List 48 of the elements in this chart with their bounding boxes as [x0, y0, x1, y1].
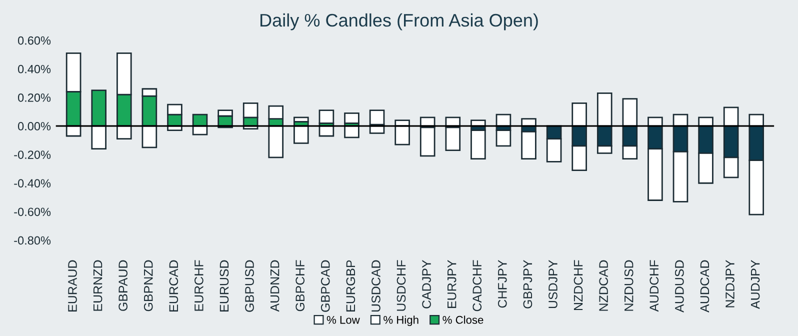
x-tick-label: EURCAD [169, 260, 178, 312]
bar [496, 130, 512, 147]
x-tick-label: NZDUSD [624, 260, 634, 311]
x-tick-label: NZDCHF [574, 260, 583, 310]
x-tick-label: GBPNZD [144, 260, 153, 312]
y-tick-label: -0.60% [14, 208, 51, 216]
x-tick-label: AUDNZD [270, 260, 280, 312]
x-tick-label: CADCHF [472, 260, 482, 312]
bar [344, 125, 360, 138]
y-tick-label: -0.40% [14, 179, 51, 188]
legend-label: % High [384, 316, 418, 326]
bar [470, 130, 486, 160]
y-tick-label: 0.20% [18, 93, 51, 102]
x-tick-label: GBPUSD [245, 260, 254, 312]
x-tick-label: USDJPY [548, 260, 558, 308]
x-tick-label: EURJPY [448, 260, 456, 308]
x-tick-label: EURNZD [93, 260, 102, 311]
y-tick-label: 0.60% [18, 36, 51, 45]
x-tick-label: GBPCAD [320, 260, 330, 312]
legend-label: % Close [442, 316, 484, 324]
y-tick-label: 0.00% [18, 122, 51, 130]
x-tick-label: USDCHF [396, 260, 406, 311]
x-tick-label: CADJPY [422, 260, 431, 308]
chart-title: Daily % Candles (From Asia Open) [260, 13, 538, 30]
x-tick-label: EURAUD [68, 260, 77, 312]
bar [294, 125, 309, 144]
x-tick-label: AUDCHF [650, 260, 659, 312]
y-tick-label: 0.40% [18, 64, 51, 74]
x-tick-label: AUDCAD [700, 260, 710, 312]
x-tick-label: AUDJPY [750, 260, 760, 309]
bar [521, 118, 536, 127]
x-tick-label: EURCHF [194, 260, 204, 311]
bar [294, 116, 309, 122]
x-tick-label: NZDJPY [726, 260, 734, 308]
x-tick-label: CHFJPY [498, 260, 507, 308]
x-tick-label: GBPAUD [118, 260, 128, 311]
y-tick-label: -0.20% [14, 150, 51, 159]
x-tick-label: GBPJPY [523, 260, 532, 308]
y-tick-label: -0.80% [14, 236, 51, 245]
x-tick-label: AUDUSD [674, 260, 684, 312]
legend-label: % Low [326, 316, 360, 324]
x-tick-label: EURGBP [346, 260, 356, 312]
x-tick-label: GBPCHF [296, 260, 305, 312]
x-tick-label: USDCAD [372, 260, 380, 312]
x-tick-label: NZDCAD [599, 260, 608, 311]
x-tick-label: EURUSD [220, 260, 229, 312]
bar [344, 112, 360, 124]
bar [318, 110, 334, 124]
